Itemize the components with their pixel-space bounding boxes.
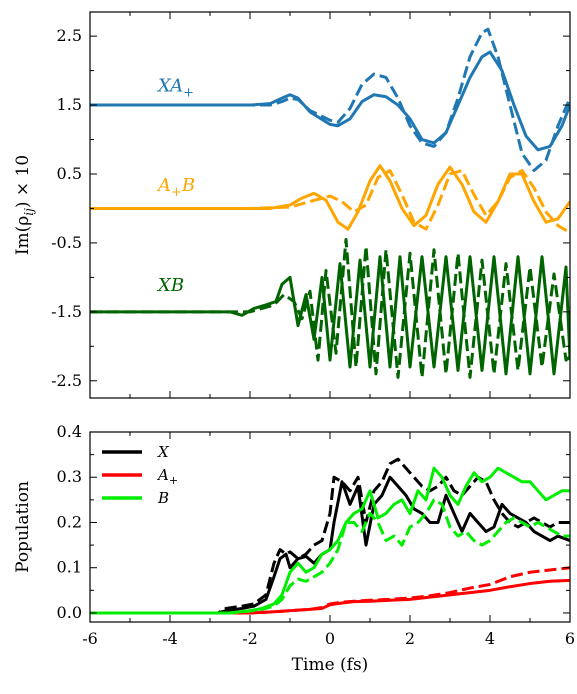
y-axis-label: Population — [13, 481, 33, 573]
x-tick-label: 4 — [485, 629, 495, 648]
y-tick-label: 0.1 — [57, 558, 82, 577]
series-label-xb: XB — [156, 275, 184, 296]
x-tick-label: 0 — [325, 629, 335, 648]
y-tick-label: -2.5 — [51, 371, 82, 390]
series-line-x-dashed — [90, 457, 570, 615]
series-line-x-solid — [90, 475, 570, 615]
series-line-xa-solid — [90, 50, 570, 152]
y-tick-label: -0.5 — [51, 233, 82, 252]
series-line-b-solid — [90, 466, 570, 615]
series-line-xb-dashed — [90, 237, 570, 379]
series-label-a-b: A+B — [156, 175, 195, 200]
y-axis-label: Im(ρij) × 10 — [13, 155, 36, 255]
y-tick-label: 0.5 — [57, 164, 82, 183]
x-axis-label: Time (fs) — [292, 655, 369, 675]
y-tick-label: 0.3 — [57, 467, 82, 486]
bottom-panel: 0.0 0.1 0.2 0.3 0.4 -6 -4 -2 0 2 4 6 Population Time … — [13, 422, 575, 675]
y-tick-label: 0.2 — [57, 512, 82, 531]
x-tick-label: -6 — [82, 629, 98, 648]
x-tick-label: 6 — [565, 629, 575, 648]
series-line-a-solid — [90, 578, 570, 615]
y-tick-label: 1.5 — [57, 95, 82, 114]
x-tick-label: 2 — [405, 629, 415, 648]
series-line-a-b-solid — [90, 164, 570, 231]
series-line-a-dashed — [90, 566, 570, 615]
series-line-xb-solid — [90, 255, 570, 376]
series-line-a-b-dashed — [90, 169, 570, 234]
series-group — [90, 457, 570, 615]
series-group — [90, 27, 570, 379]
legend-label-a: A+ — [156, 466, 178, 487]
y-tick-label: 2.5 — [57, 26, 82, 45]
y-tick-label: -1.5 — [51, 302, 82, 321]
legend-label-b: B — [157, 489, 169, 507]
y-tick-label: 0.4 — [57, 422, 82, 441]
y-tick-label: 0.0 — [57, 603, 82, 622]
top-panel: 2.5 1.5 0.5 -0.5 -1.5 -2.5 Im(ρij) × 10 XA+ A+B X… — [13, 11, 571, 399]
series-line-xa-dashed — [90, 27, 570, 173]
series-label-xa: XA+ — [156, 75, 194, 100]
x-tick-label: -4 — [162, 629, 178, 648]
legend-label-x: X — [157, 443, 170, 461]
x-tick-label: -2 — [242, 629, 258, 648]
